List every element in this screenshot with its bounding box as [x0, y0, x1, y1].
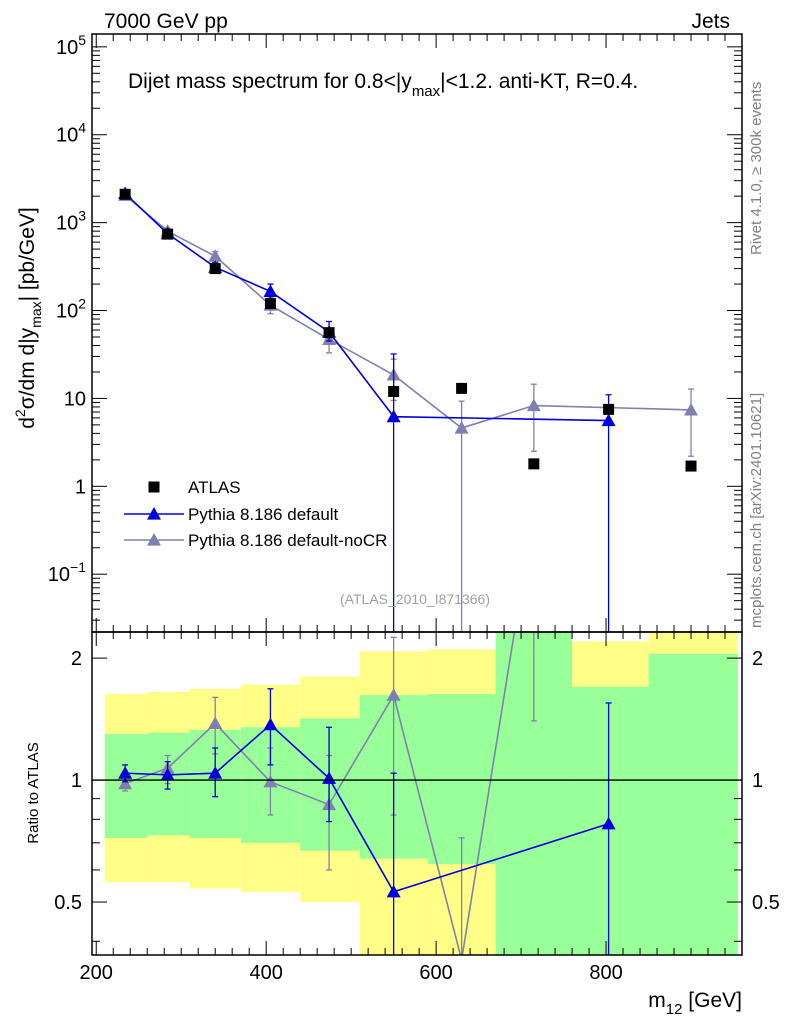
collision-energy-label: 7000 GeV pp — [104, 10, 228, 33]
data-point-default — [386, 409, 401, 423]
data-point-atlas — [603, 403, 615, 415]
ratio-y-tick-label: 2 — [71, 648, 82, 670]
ratio-y-tick-label-right: 2 — [752, 648, 763, 670]
data-point-atlas — [323, 327, 335, 339]
data-point-nocr — [684, 402, 699, 416]
data-point-atlas — [162, 228, 174, 240]
legend-marker-default — [147, 507, 161, 520]
plot-frames — [91, 33, 743, 956]
data-point-atlas — [685, 460, 697, 472]
ratio-line — [124, 632, 516, 955]
data-point-default — [263, 284, 278, 298]
analysis-label: (ATLAS_2010_I871366) — [340, 591, 490, 607]
legend-marker-atlas — [148, 481, 160, 493]
ratio-axis-label: Ratio to ATLAS — [25, 742, 42, 843]
data-point-default — [601, 413, 616, 427]
series-line-nocr — [124, 194, 692, 429]
ratio-y-tick-label: 1 — [71, 770, 82, 792]
series-line-default — [124, 192, 609, 422]
ratio-frame — [91, 631, 743, 956]
x-tick-label: 400 — [249, 962, 282, 984]
data-point-nocr — [208, 249, 223, 262]
ratio-point — [386, 688, 401, 701]
axis-labels: 200 400 600 800 10−1 1 10 102 103 104 105 0.5 0.5 1 1 2… — [12, 32, 780, 1018]
ratio-point — [263, 774, 278, 788]
data-point-atlas — [388, 385, 400, 397]
data-series — [118, 186, 699, 955]
axis-ticks — [92, 34, 742, 955]
band-inner — [648, 653, 738, 955]
ratio-point — [118, 766, 133, 779]
ratio-point — [208, 766, 223, 779]
ratio-point — [386, 884, 401, 898]
legend-entry: Pythia 8.186 default — [188, 505, 339, 524]
ratio-point — [118, 776, 133, 790]
y-tick-label: 102 — [56, 296, 86, 323]
band-inner — [427, 694, 496, 865]
band-inner — [300, 718, 360, 851]
y-tick-label: 103 — [56, 208, 86, 235]
data-point-atlas — [119, 188, 131, 200]
ratio-y-tick-label: 0.5 — [54, 892, 82, 914]
y-axis-label: d2σ/dm d|ymax| [pb/GeV] — [12, 207, 44, 429]
legend-entry: ATLAS — [188, 478, 241, 497]
data-point-nocr — [526, 398, 541, 412]
x-axis-label: m12 [GeV] — [648, 989, 742, 1018]
ratio-point — [527, 505, 541, 518]
y-tick-label: 10 — [64, 388, 86, 410]
x-tick-label: 800 — [589, 962, 622, 984]
ratio-y-tick-label-right: 0.5 — [752, 892, 780, 914]
data-point-atlas — [528, 458, 540, 470]
ratio-point — [601, 816, 616, 830]
legend: ATLAS Pythia 8.186 default Pythia 8.186 de… — [124, 478, 387, 550]
y-tick-label: 10−1 — [48, 559, 86, 586]
y-tick-label: 104 — [56, 120, 86, 147]
ratio-point — [322, 771, 337, 784]
data-point-atlas — [209, 263, 221, 275]
y-tick-label: 105 — [56, 32, 86, 59]
x-tick-label: 600 — [419, 962, 452, 984]
data-point-nocr — [454, 421, 469, 434]
x-tick-label: 200 — [80, 962, 113, 984]
ratio-point — [208, 716, 223, 729]
y-tick-label: 1 — [75, 476, 86, 498]
ratio-point — [160, 767, 175, 781]
legend-marker-nocr — [147, 533, 161, 546]
data-point-atlas — [456, 382, 468, 394]
ratio-y-tick-label-right: 1 — [752, 770, 763, 792]
process-label: Jets — [691, 10, 730, 33]
ratio-point — [263, 717, 278, 731]
data-point-atlas — [264, 298, 276, 310]
chart-title: Dijet mass spectrum for 0.8<|ymax|<1.2. … — [128, 70, 638, 100]
legend-entry: Pythia 8.186 default-noCR — [188, 531, 387, 550]
